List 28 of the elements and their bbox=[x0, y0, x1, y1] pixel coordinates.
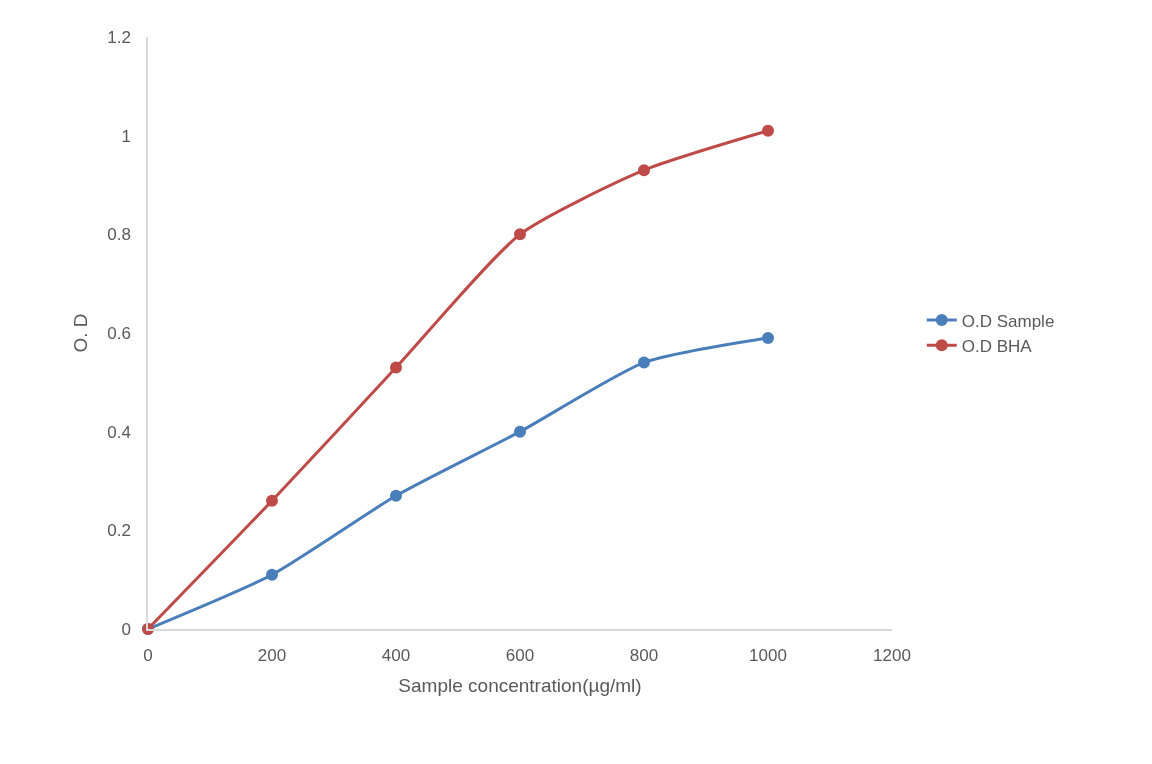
x-tick-label: 400 bbox=[381, 646, 411, 666]
point bbox=[638, 164, 650, 177]
legend-label: O.D BHA bbox=[961, 336, 1033, 356]
x-tick-label: 0 bbox=[143, 646, 153, 666]
point bbox=[762, 124, 774, 137]
point bbox=[514, 228, 526, 241]
y-tick-label: 0.6 bbox=[107, 323, 131, 343]
point bbox=[266, 494, 278, 507]
point bbox=[762, 331, 774, 344]
x-tick-label: 600 bbox=[505, 646, 535, 666]
y-tick-label: 1.2 bbox=[107, 27, 131, 47]
point bbox=[390, 361, 402, 374]
y-tick-label: 0.4 bbox=[107, 422, 131, 442]
point bbox=[514, 425, 526, 438]
y-tick-label: 0.2 bbox=[107, 521, 131, 541]
y-axis-title: O. D bbox=[69, 313, 91, 353]
x-tick-label: 1200 bbox=[873, 646, 911, 666]
x-axis-title: Sample concentration(µg/ml) bbox=[398, 675, 642, 697]
x-tick-label: 800 bbox=[629, 646, 659, 666]
point bbox=[266, 568, 278, 581]
x-tick-label: 1000 bbox=[749, 646, 787, 666]
point bbox=[390, 489, 402, 502]
legend-label: O.D Sample bbox=[961, 311, 1055, 331]
y-tick-label: 0.8 bbox=[107, 225, 131, 245]
y-tick-label: 0 bbox=[121, 619, 131, 639]
point bbox=[638, 356, 650, 369]
y-tick-label: 1 bbox=[121, 126, 131, 146]
x-tick-label: 200 bbox=[257, 646, 287, 666]
